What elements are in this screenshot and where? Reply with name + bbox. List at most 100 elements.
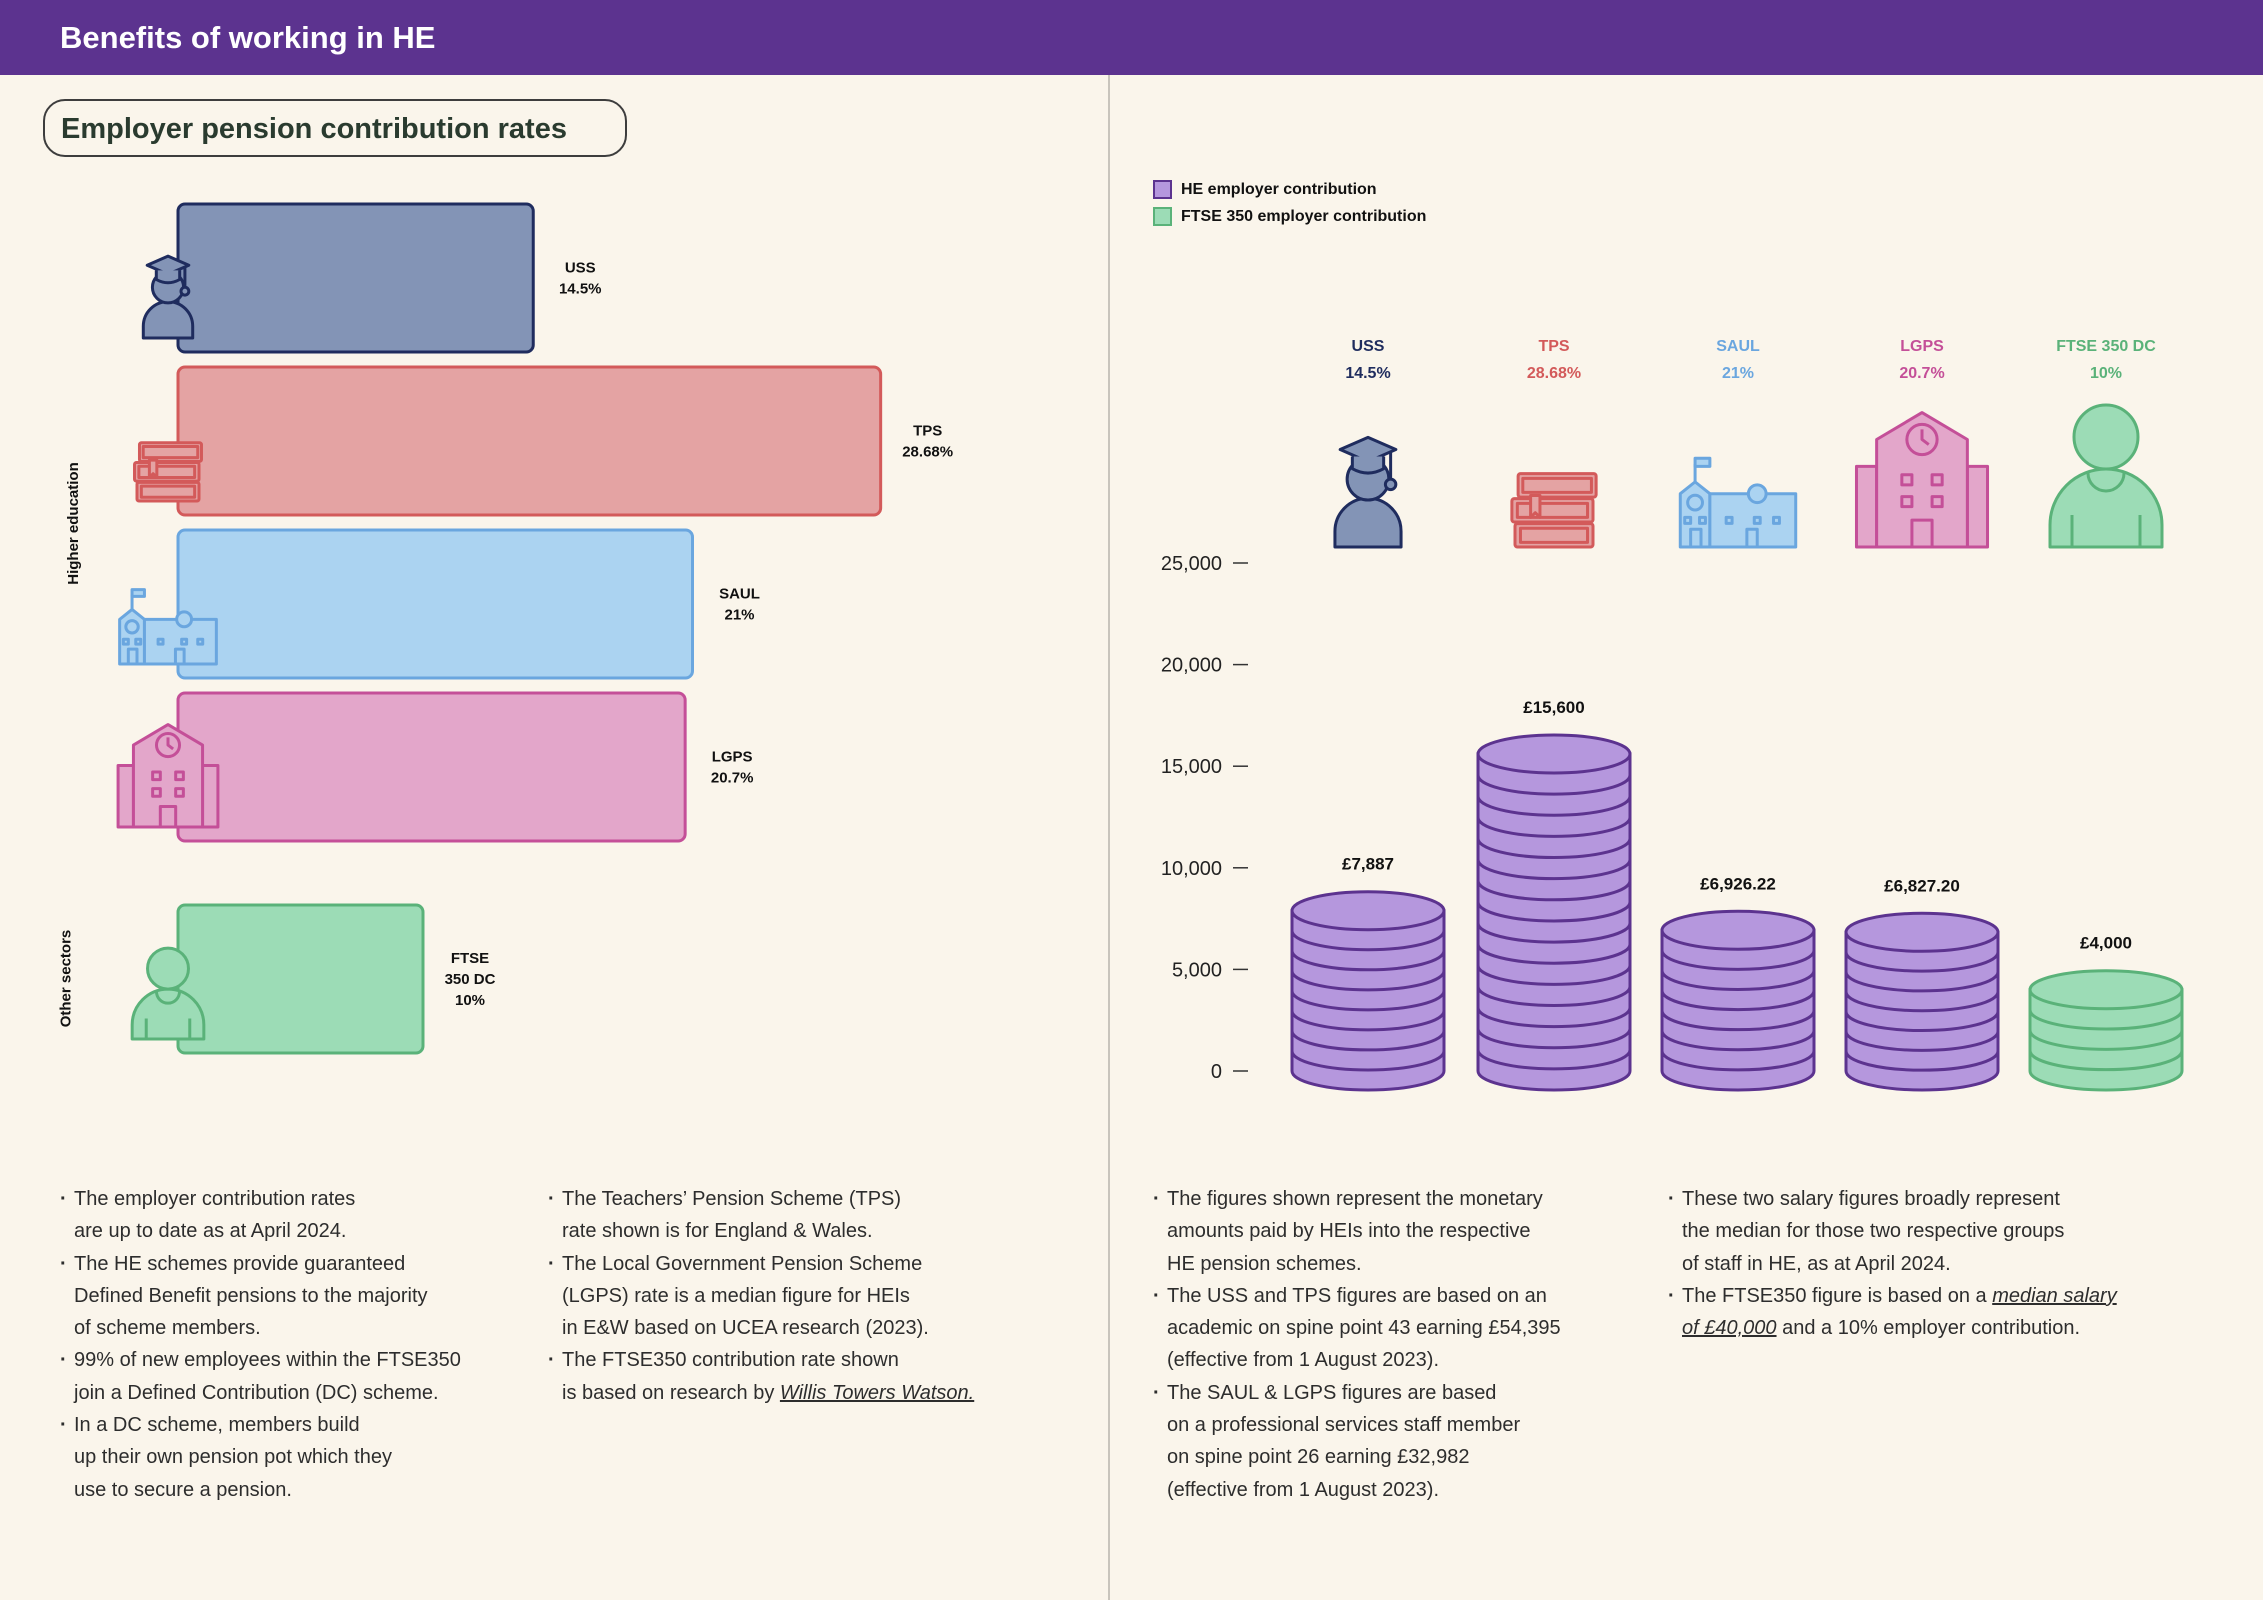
school-icon	[118, 588, 218, 666]
legend: HE employer contribution FTSE 350 employ…	[1153, 176, 1426, 230]
coin-edge	[1660, 1030, 1816, 1052]
note-item-with-link: The FTSE350 figure is based on a median …	[1668, 1280, 2188, 1345]
coin-edge	[2028, 1050, 2184, 1072]
median-salary-link[interactable]: median salary of £40,000	[1682, 1284, 2117, 1340]
bar-ftse-350-dc	[176, 903, 425, 1055]
value-label: £4,000	[2080, 934, 2132, 953]
note-item: The Local Government Pension Scheme (LGP…	[548, 1248, 1008, 1345]
graduate-icon	[1333, 435, 1403, 549]
y-tick-label: 0	[1211, 1061, 1222, 1083]
column-name: USS	[1352, 338, 1385, 355]
coin-edge	[1844, 1011, 2000, 1033]
bar-lgps	[176, 691, 687, 843]
coin-edge	[1290, 950, 1446, 972]
note-text: The FTSE350 figure is based on a	[1682, 1284, 1993, 1307]
y-tick-label: 5,000	[1172, 959, 1222, 981]
bar-label: 14.5%	[559, 281, 602, 298]
column-rate: 20.7%	[1899, 365, 1944, 382]
coin-stack-ftse-350-dc	[2028, 969, 2184, 1092]
coin-edge	[2028, 1009, 2184, 1031]
contribution-coin-chart: 0 5,000 10,000 15,000 20,000 25,000 £7,887 USS 1…	[1161, 338, 2184, 1092]
willis-towers-watson-link[interactable]: Willis Towers Watson.	[779, 1381, 975, 1404]
coin-edge	[1476, 1028, 1632, 1050]
legend-label-he: HE employer contribution	[1181, 180, 1377, 198]
page-divider	[1108, 75, 1110, 1600]
coin-edge	[1844, 951, 2000, 973]
coin-edge	[1476, 1007, 1632, 1029]
note-item: These two salary figures broadly represe…	[1668, 1183, 2188, 1280]
coin-edge	[1844, 991, 2000, 1013]
books-icon	[133, 441, 203, 503]
bar-label: FTSE	[451, 950, 489, 967]
notes-column-4: These two salary figures broadly represe…	[1668, 1183, 2188, 1344]
bar-label: 10%	[455, 992, 485, 1009]
coin-stack-body	[2028, 988, 2184, 1092]
coin-edge	[1290, 990, 1446, 1012]
section-title-pill: Employer pension contribution rates	[43, 99, 627, 157]
note-text: The FTSE350 contribution rate shown is b…	[562, 1349, 899, 1404]
header-bar: Benefits of working in HE	[0, 0, 2263, 75]
coin-edge	[1476, 943, 1632, 965]
column-rate: 14.5%	[1345, 365, 1390, 382]
coin-edge	[1476, 859, 1632, 881]
person-icon	[2048, 403, 2164, 549]
coin-edge	[1290, 1030, 1446, 1052]
coin-edge	[1660, 1050, 1816, 1072]
bar-label: TPS	[913, 423, 942, 440]
legend-item-he: HE employer contribution	[1153, 176, 1426, 203]
coin-edge	[1290, 1010, 1446, 1032]
coin-edge	[1476, 796, 1632, 817]
column-name: TPS	[1538, 338, 1569, 355]
coin-stack-tps	[1476, 733, 1632, 1092]
coin-top	[1290, 890, 1446, 932]
school-icon	[1678, 456, 1798, 549]
bar-tps	[176, 365, 883, 517]
bar-label: 28.68%	[902, 444, 953, 461]
y-tick-label: 20,000	[1161, 655, 1222, 677]
coin-edge	[1660, 970, 1816, 991]
page-title: Benefits of working in HE	[60, 20, 436, 55]
graduate-icon	[141, 254, 195, 340]
coin-edge	[1844, 1050, 2000, 1072]
note-item: 99% of new employees within the FTSE350 …	[60, 1344, 500, 1409]
coin-edge	[1290, 1050, 1446, 1072]
coin-edge	[1476, 880, 1632, 902]
coin-top	[1844, 911, 2000, 953]
coin-stack-saul	[1660, 909, 1816, 1092]
y-tick-label: 15,000	[1161, 756, 1222, 778]
coin-edge	[2028, 1030, 2184, 1051]
coin-top	[1476, 733, 1632, 775]
bar-label: SAUL	[719, 586, 760, 603]
coin-top	[2028, 969, 2184, 1011]
y-tick-label: 10,000	[1161, 858, 1222, 880]
coin-stack-lgps	[1844, 911, 2000, 1092]
note-item: The Teachers’ Pension Scheme (TPS) rate …	[548, 1183, 1008, 1248]
coin-edge	[1476, 986, 1632, 1007]
person-icon	[130, 946, 206, 1041]
notes-column-1: The employer contribution rates are up t…	[60, 1183, 500, 1506]
legend-swatch-ftse	[1153, 207, 1172, 226]
note-item: The HE schemes provide guaranteed Define…	[60, 1248, 500, 1345]
coin-edge	[1844, 971, 2000, 993]
bar-label: 20.7%	[711, 770, 754, 787]
note-item: The employer contribution rates are up t…	[60, 1183, 500, 1248]
note-text: and a 10% employer contribution.	[1776, 1317, 2081, 1340]
note-item: In a DC scheme, members build up their o…	[60, 1409, 500, 1506]
notes-column-3: The figures shown represent the monetary…	[1153, 1183, 1623, 1506]
value-label: £15,600	[1523, 698, 1584, 717]
note-item-with-link: The FTSE350 contribution rate shown is b…	[548, 1344, 1008, 1409]
bar-label: LGPS	[712, 749, 753, 766]
notes-column-2: The Teachers’ Pension Scheme (TPS) rate …	[548, 1183, 1008, 1409]
coin-edge	[1476, 922, 1632, 944]
coin-edge	[1660, 950, 1816, 971]
bar-saul	[176, 528, 694, 680]
column-name: LGPS	[1900, 338, 1944, 355]
value-label: £6,827.20	[1884, 876, 1960, 895]
coin-stack-body	[1290, 909, 1446, 1092]
coin-edge	[1660, 1010, 1816, 1032]
section-title: Employer pension contribution rates	[61, 113, 567, 145]
coin-edge	[1476, 774, 1632, 796]
legend-item-ftse: FTSE 350 employer contribution	[1153, 203, 1426, 230]
legend-label-ftse: FTSE 350 employer contribution	[1181, 207, 1427, 225]
column-rate: 10%	[2090, 365, 2122, 382]
